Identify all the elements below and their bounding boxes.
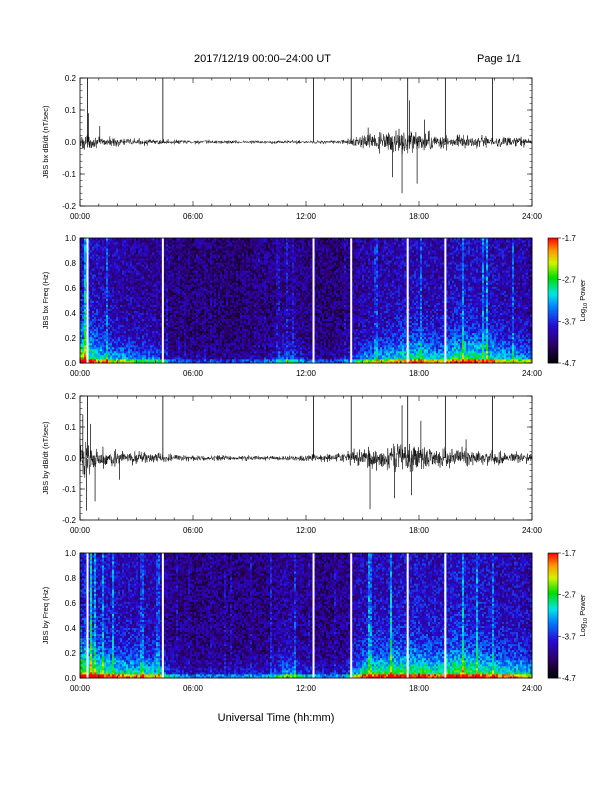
figure: -0.2 -0.1 0.0 0.1 0.2 JBS bx dB/dt (nT/sec) 00… [0, 0, 612, 792]
x-tick-label: 06:00 [183, 212, 204, 221]
y-tick-label: -0.1 [62, 170, 76, 179]
waveform-panel-1: -0.2 -0.1 0.0 0.1 0.2 JBS bx dB/dt (nT/sec) 00… [41, 74, 543, 221]
y-tick-label: 0.2 [65, 74, 77, 83]
y-tick-label: -0.2 [62, 202, 76, 211]
x-tick-label: 24:00 [522, 212, 543, 221]
x-tick-label: 00:00 [70, 212, 91, 221]
y-axis-label: JBS bx dB/dt (nT/sec) [41, 105, 50, 178]
y-tick-label: 0.1 [65, 106, 77, 115]
x-tick-label: 18:00 [409, 212, 430, 221]
waveform-trace [80, 129, 532, 155]
y-tick-label: 0.0 [65, 138, 77, 147]
x-tick-label: 12:00 [296, 212, 317, 221]
